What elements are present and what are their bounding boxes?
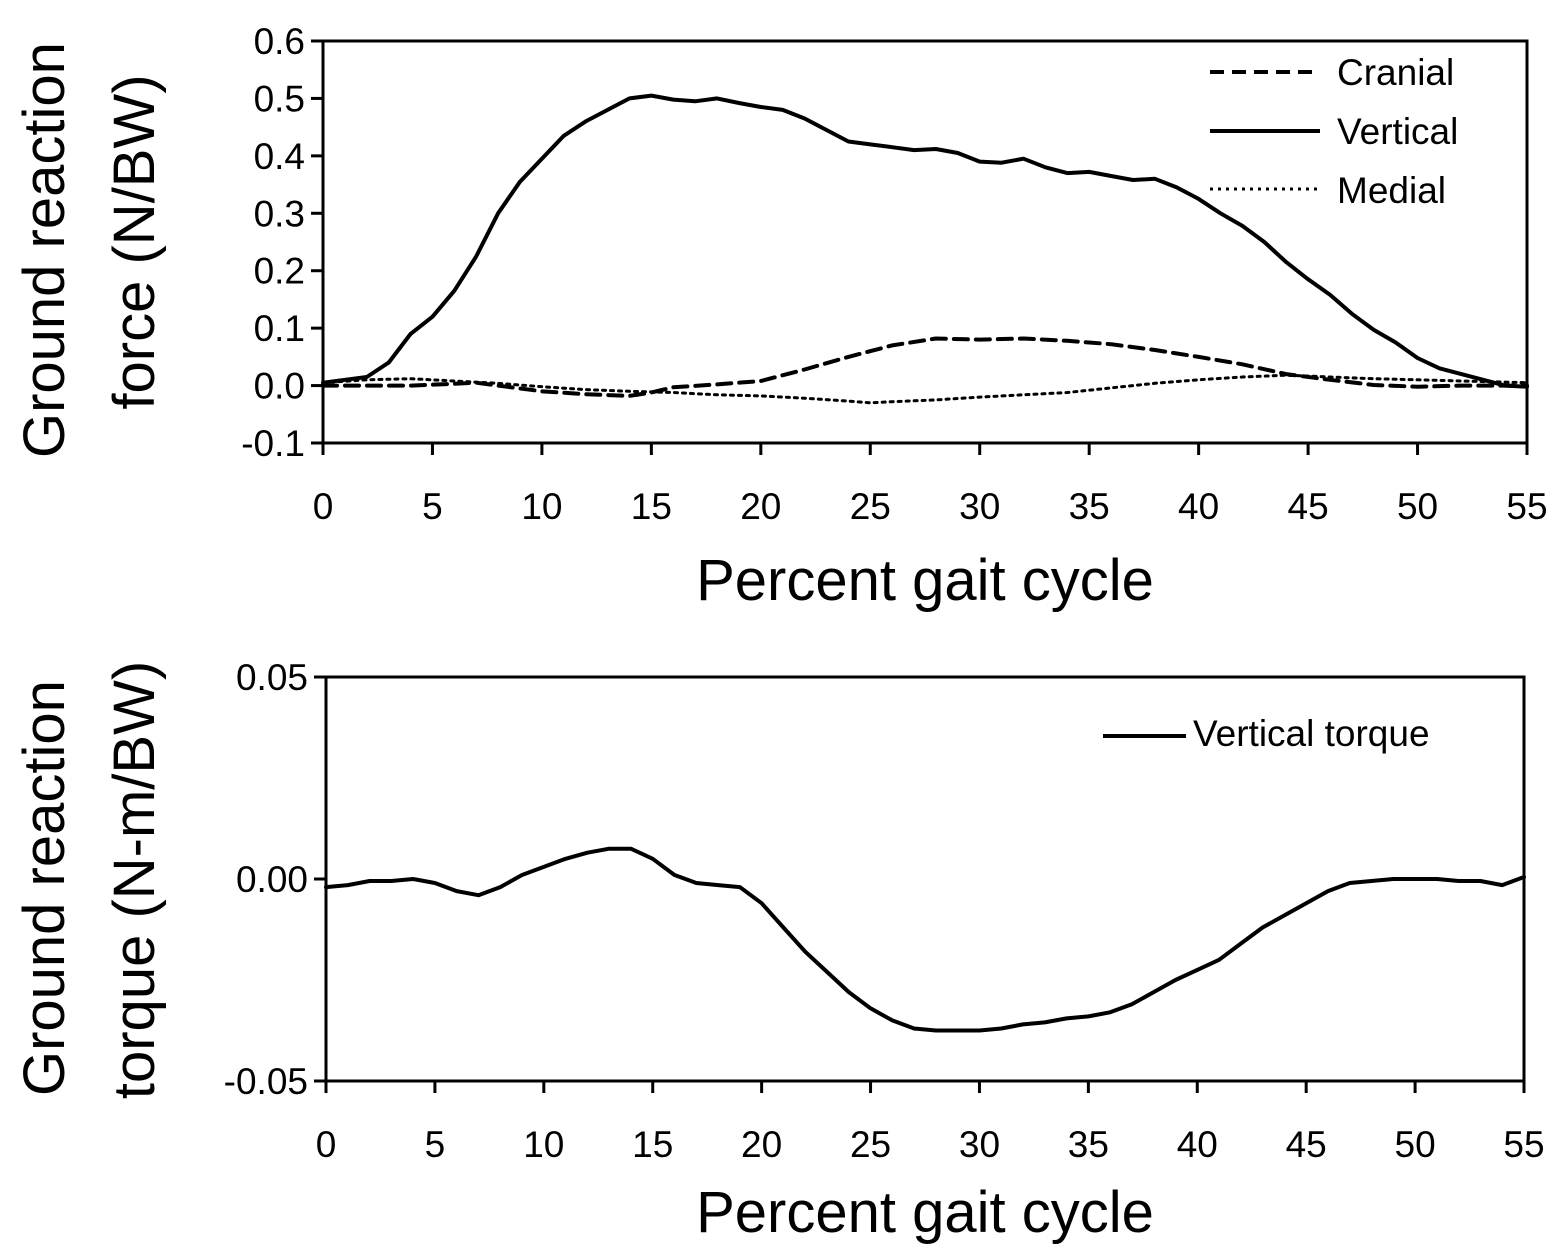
torque-y-axis-label-line1: Ground reaction bbox=[12, 680, 77, 1096]
force-y-tick-label: 0.4 bbox=[254, 136, 305, 177]
torque-x-tick-label: 20 bbox=[741, 1124, 782, 1165]
torque-chart: -0.05 0.00 0.05 0 5 10 15 20 25 30 35 40 45 50 55 Per… bbox=[12, 657, 1545, 1245]
torque-x-tick-label: 55 bbox=[1503, 1124, 1544, 1165]
torque-x-tick-label: 50 bbox=[1395, 1124, 1436, 1165]
force-series-cranial bbox=[321, 336, 1529, 398]
torque-x-tick-label: 45 bbox=[1286, 1124, 1327, 1165]
force-x-tick-label: 10 bbox=[521, 486, 562, 527]
torque-x-ticks: 0 5 10 15 20 25 30 35 40 45 50 55 bbox=[316, 1081, 1545, 1165]
force-legend: Cranial Vertical Medial bbox=[1210, 52, 1458, 211]
torque-x-tick-label: 5 bbox=[425, 1124, 446, 1165]
legend-label-vertical-torque: Vertical torque bbox=[1193, 713, 1430, 754]
force-y-tick-label: 0.3 bbox=[254, 193, 305, 234]
torque-y-tick-label: -0.05 bbox=[224, 1061, 308, 1102]
legend-label-vertical: Vertical bbox=[1337, 111, 1458, 152]
torque-series bbox=[324, 846, 1526, 1033]
force-x-tick-label: 55 bbox=[1506, 486, 1547, 527]
force-y-axis-label-line2: force (N/BW) bbox=[102, 74, 167, 409]
torque-y-axis-label-line2: torque (N-m/BW) bbox=[102, 661, 167, 1099]
force-x-axis-label: Percent gait cycle bbox=[696, 548, 1154, 613]
legend-label-medial: Medial bbox=[1337, 170, 1446, 211]
force-series-medial bbox=[321, 373, 1529, 405]
torque-series-vertical-torque bbox=[324, 846, 1526, 1033]
torque-x-axis-label: Percent gait cycle bbox=[696, 1180, 1154, 1245]
force-x-tick-label: 35 bbox=[1069, 486, 1110, 527]
torque-x-tick-label: 25 bbox=[850, 1124, 891, 1165]
force-x-tick-label: 25 bbox=[850, 486, 891, 527]
force-series-vertical bbox=[321, 93, 1529, 389]
torque-y-tick-label: 0.05 bbox=[236, 657, 308, 698]
force-x-tick-label: 50 bbox=[1397, 486, 1438, 527]
force-y-tick-label: 0.6 bbox=[254, 21, 305, 62]
force-y-axis-label-line1: Ground reaction bbox=[12, 42, 77, 458]
torque-x-tick-label: 10 bbox=[523, 1124, 564, 1165]
force-x-tick-label: 30 bbox=[959, 486, 1000, 527]
torque-y-ticks: -0.05 0.00 0.05 bbox=[224, 657, 326, 1102]
force-series bbox=[321, 93, 1529, 405]
legend-label-cranial: Cranial bbox=[1337, 52, 1454, 93]
force-plot-frame bbox=[321, 39, 1529, 445]
force-chart: -0.1 0.0 0.1 0.2 0.3 0.4 0.5 0.6 0 5 10 15 20 25 30 35… bbox=[12, 21, 1548, 613]
force-x-tick-label: 0 bbox=[313, 486, 334, 527]
force-x-tick-label: 40 bbox=[1178, 486, 1219, 527]
force-x-tick-label: 15 bbox=[631, 486, 672, 527]
torque-y-tick-label: 0.00 bbox=[236, 859, 308, 900]
torque-x-tick-label: 15 bbox=[632, 1124, 673, 1165]
torque-x-tick-label: 30 bbox=[959, 1124, 1000, 1165]
force-x-ticks: 0 5 10 15 20 25 30 35 40 45 50 55 bbox=[313, 443, 1548, 527]
force-y-tick-label: 0.5 bbox=[254, 78, 305, 119]
torque-x-tick-label: 40 bbox=[1177, 1124, 1218, 1165]
torque-x-tick-label: 35 bbox=[1068, 1124, 1109, 1165]
force-x-tick-label: 45 bbox=[1288, 486, 1329, 527]
force-y-tick-label: 0.2 bbox=[254, 251, 305, 292]
force-y-tick-label: 0.1 bbox=[254, 308, 305, 349]
force-y-tick-label: 0.0 bbox=[254, 366, 305, 407]
force-y-axis-label: Ground reaction force (N/BW) bbox=[12, 26, 167, 458]
torque-x-tick-label: 0 bbox=[316, 1124, 337, 1165]
force-x-tick-label: 20 bbox=[740, 486, 781, 527]
force-y-tick-label: -0.1 bbox=[241, 423, 305, 464]
torque-y-axis-label: Ground reaction torque (N-m/BW) bbox=[12, 661, 167, 1099]
force-y-ticks: -0.1 0.0 0.1 0.2 0.3 0.4 0.5 0.6 bbox=[241, 21, 323, 464]
force-x-tick-label: 5 bbox=[422, 486, 443, 527]
torque-legend: Vertical torque bbox=[1103, 713, 1430, 754]
